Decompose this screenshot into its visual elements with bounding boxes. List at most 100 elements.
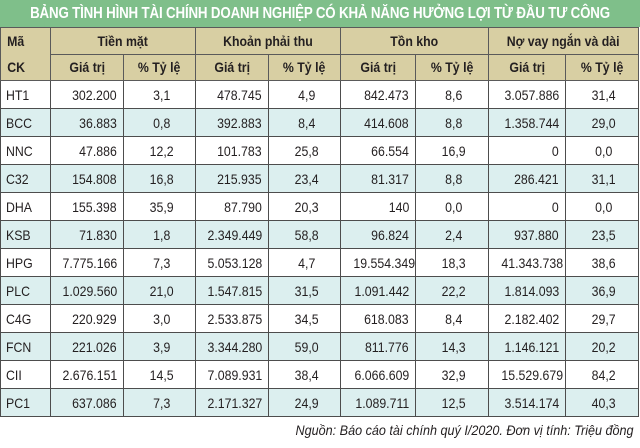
- value-cell: 221.026: [50, 332, 124, 361]
- cell-text: 3,0: [152, 310, 171, 327]
- sub-label: % Tỷ lệ: [430, 59, 474, 76]
- percent-cell: 3,1: [123, 80, 196, 109]
- cell-text: 3.057.886: [504, 86, 560, 103]
- percent-cell: 8,8: [415, 164, 490, 193]
- table-row: KSB 71.830 1,8 2.349.449 58,8 96.824 2,4 937.88…: [0, 220, 640, 249]
- stock-code-text: CII: [6, 366, 22, 383]
- cell-text: 1.091.442: [354, 282, 410, 299]
- cell-text: 842.473: [364, 86, 410, 103]
- cell-text: 29,0: [592, 114, 617, 131]
- percent-cell: 31,1: [565, 164, 640, 193]
- value-cell: 1.091.442: [340, 276, 417, 305]
- value-cell: 618.083: [340, 304, 417, 333]
- value-cell: 220.929: [50, 304, 124, 333]
- percent-cell: 2,4: [415, 220, 490, 249]
- value-cell: 478.745: [195, 80, 269, 109]
- cell-text: 3,9: [152, 338, 171, 355]
- sub-label: % Tỷ lệ: [580, 59, 624, 76]
- value-cell: 3.344.280: [195, 332, 269, 361]
- sub-label: % Tỷ lệ: [283, 59, 326, 76]
- percent-cell: 24,9: [267, 388, 342, 417]
- cell-text: 1,8: [152, 226, 171, 243]
- value-cell: 937.880: [488, 220, 567, 249]
- cell-text: 19.554.349: [353, 254, 416, 271]
- cell-text: 2.171.327: [207, 394, 263, 411]
- stock-code: CII: [0, 360, 51, 389]
- cell-text: 3.514.174: [504, 394, 560, 411]
- title-bar: BẢNG TÌNH HÌNH TÀI CHÍNH DOANH NGHIỆP CÓ…: [0, 0, 640, 27]
- cell-text: 21,0: [149, 282, 174, 299]
- percent-cell: 84,2: [565, 360, 640, 389]
- value-cell: 6.066.609: [340, 360, 417, 389]
- cell-text: 302.200: [72, 86, 117, 103]
- percent-cell: 29,0: [565, 108, 640, 137]
- cell-text: 31,1: [592, 170, 617, 187]
- percent-cell: 8,8: [415, 108, 490, 137]
- group-label: Tiền mặt: [97, 32, 149, 49]
- stock-code: NNC: [0, 136, 51, 165]
- cell-text: 3,1: [152, 86, 171, 103]
- cell-text: 14,3: [442, 338, 467, 355]
- stock-code-text: HT1: [6, 86, 30, 103]
- percent-cell: 34,5: [267, 304, 342, 333]
- stock-code-text: PC1: [6, 394, 30, 411]
- percent-cell: 20,2: [565, 332, 640, 361]
- cell-text: 3.344.280: [207, 338, 263, 355]
- percent-cell: 14,3: [415, 332, 490, 361]
- cell-text: 87.790: [224, 198, 262, 215]
- sub-header-pct: % Tỷ lệ: [415, 53, 490, 81]
- table-title: BẢNG TÌNH HÌNH TÀI CHÍNH DOANH NGHIỆP CÓ…: [30, 0, 610, 27]
- stock-code-text: KSB: [6, 226, 31, 243]
- cell-text: 15.529.679: [501, 366, 564, 383]
- cell-text: 2.182.402: [504, 310, 560, 327]
- group-header-debt: Nợ vay ngắn và dài: [488, 27, 640, 55]
- cell-text: 1.358.744: [504, 114, 560, 131]
- cell-text: 7,3: [152, 394, 171, 411]
- value-cell: 101.783: [195, 136, 269, 165]
- percent-cell: 58,8: [267, 220, 342, 249]
- table-row: NNC 47.886 12,2 101.783 25,8 66.554 16,9 0 0,0: [0, 136, 640, 165]
- cell-text: 0,0: [595, 198, 613, 215]
- value-cell: 1.089.711: [340, 388, 417, 417]
- cell-text: 2.349.449: [207, 226, 263, 243]
- percent-cell: 23,5: [565, 220, 640, 249]
- value-cell: 15.529.679: [488, 360, 567, 389]
- percent-cell: 38,6: [565, 248, 640, 277]
- value-cell: 5.053.128: [195, 248, 269, 277]
- code-header-line2: CK: [7, 59, 26, 75]
- cell-text: 8,6: [445, 86, 463, 103]
- table-body: HT1 302.200 3,1 478.745 4,9 842.473 8,6 3.057.8…: [0, 80, 640, 417]
- sub-header-pct: % Tỷ lệ: [267, 53, 342, 81]
- cell-text: 7.089.931: [207, 366, 263, 383]
- cell-text: 71.830: [79, 226, 117, 243]
- cell-text: 29,7: [592, 310, 617, 327]
- cell-text: 4,7: [297, 254, 316, 271]
- value-cell: 47.886: [50, 136, 124, 165]
- stock-code: KSB: [0, 220, 51, 249]
- cell-text: 18,3: [442, 254, 467, 271]
- value-cell: 3.057.886: [488, 80, 567, 109]
- stock-code: HT1: [0, 80, 51, 109]
- percent-cell: 4,9: [267, 80, 342, 109]
- value-cell: 1.146.121: [488, 332, 567, 361]
- cell-text: 155.398: [72, 198, 117, 215]
- cell-text: 1.089.711: [355, 394, 410, 411]
- cell-text: 618.083: [364, 310, 410, 327]
- sub-header-value: Giá trị: [195, 53, 269, 81]
- cell-text: 12,2: [149, 142, 174, 159]
- sub-header-pct: % Tỷ lệ: [123, 53, 196, 81]
- value-cell: 41.343.738: [488, 248, 567, 277]
- value-cell: 0: [488, 136, 567, 165]
- percent-cell: 40,3: [565, 388, 640, 417]
- cell-text: 5.053.128: [207, 254, 263, 271]
- cell-text: 38,4: [294, 366, 319, 383]
- percent-cell: 3,9: [123, 332, 196, 361]
- cell-text: 47.886: [79, 142, 117, 159]
- value-cell: 2.349.449: [195, 220, 269, 249]
- percent-cell: 18,3: [415, 248, 490, 277]
- cell-text: 23,5: [592, 226, 617, 243]
- cell-text: 1.814.093: [504, 282, 560, 299]
- value-cell: 140: [340, 192, 417, 221]
- percent-cell: 22,2: [415, 276, 490, 305]
- value-cell: 1.814.093: [488, 276, 567, 305]
